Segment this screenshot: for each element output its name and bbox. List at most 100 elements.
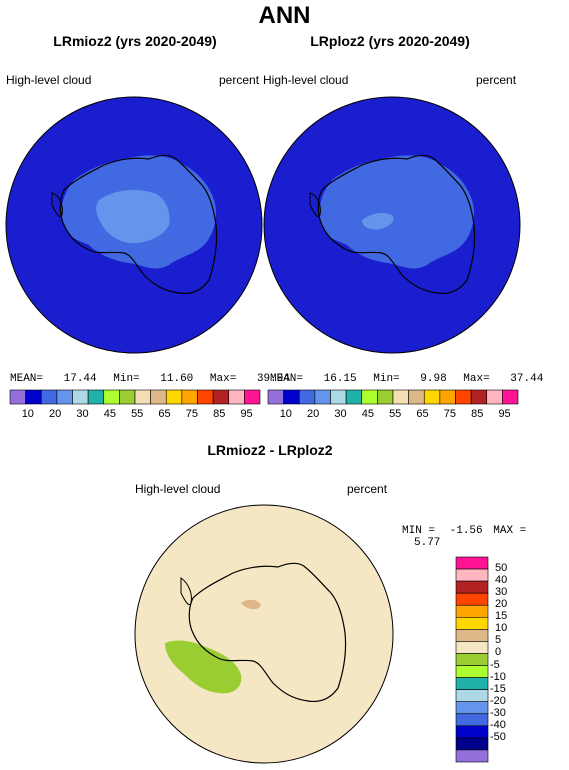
- colorbar-tick-label: 95: [240, 408, 253, 420]
- left-max-label: Max=: [209, 373, 237, 385]
- diff-colorbar-ticks: 50 40 30 20 15 10 5 0 -5 -10 -15 -20 -30 -40 -50: [490, 557, 535, 762]
- right-max-label: Max=: [463, 373, 490, 385]
- colorbar-tick-label: 75: [185, 408, 198, 420]
- colorbar-tick-label: 15: [495, 610, 508, 623]
- colorbar-tick-label: 85: [471, 408, 484, 420]
- colorbar-swatch: [455, 725, 489, 739]
- colorbar-tick-label: 5: [495, 634, 502, 647]
- colorbar-tick-label: 30: [495, 586, 508, 599]
- colorbar-swatch: [212, 389, 230, 405]
- colorbar-swatch: [283, 389, 300, 405]
- colorbar-swatch: [486, 389, 503, 405]
- right-colorbar: [267, 389, 519, 405]
- colorbar-swatch: [455, 713, 489, 727]
- colorbar-swatch: [455, 665, 489, 678]
- left-min-value: 11.60: [160, 373, 194, 385]
- colorbar-tick-label: 10: [21, 408, 34, 420]
- colorbar-tick-label: 10: [279, 408, 292, 420]
- colorbar-swatch: [377, 389, 394, 405]
- colorbar-swatch: [244, 389, 261, 405]
- diff-variable-label: High-level cloud: [135, 482, 221, 496]
- figure-title: ANN: [258, 2, 311, 29]
- colorbar-swatch: [455, 616, 489, 630]
- colorbar-swatch: [87, 389, 105, 405]
- colorbar-swatch: [119, 389, 136, 405]
- colorbar-tick-label: 65: [158, 408, 171, 420]
- colorbar-swatch: [502, 389, 519, 405]
- diff-max-label: MAX =: [493, 525, 527, 537]
- colorbar-swatch: [330, 389, 347, 405]
- right-polar-map: [263, 96, 521, 354]
- colorbar-swatch: [9, 389, 26, 405]
- diff-min-label: MIN =: [402, 525, 436, 537]
- colorbar-tick-label: 20: [495, 598, 508, 611]
- colorbar-tick-label: 85: [213, 408, 226, 420]
- colorbar-tick-label: 20: [49, 408, 62, 420]
- colorbar-tick-label: -50: [490, 730, 506, 743]
- colorbar-swatch: [455, 592, 489, 606]
- colorbar-swatch: [423, 389, 441, 405]
- colorbar-tick-label: -40: [490, 718, 506, 731]
- colorbar-tick-label: -15: [490, 682, 506, 695]
- left-max-value: 39.94: [256, 373, 290, 385]
- left-stats: MEAN= 17.44 Min= 11.60 Max= 39.94: [10, 373, 290, 385]
- diff-units-label: percent: [347, 482, 388, 496]
- colorbar-swatch: [181, 389, 198, 405]
- colorbar-swatch: [314, 389, 331, 405]
- colorbar-swatch: [439, 389, 456, 405]
- colorbar-swatch: [455, 737, 489, 751]
- colorbar-tick-label: -10: [490, 670, 506, 683]
- right-variable-label: High-level cloud: [263, 73, 349, 87]
- right-units-label: percent: [476, 73, 517, 87]
- right-min-value: 9.98: [420, 373, 447, 385]
- colorbar-tick-label: -5: [490, 658, 500, 671]
- colorbar-tick-label: 75: [443, 408, 456, 420]
- diff-panel-title: LRmioz2 - LRploz2: [207, 442, 333, 458]
- colorbar-swatch: [267, 389, 284, 405]
- colorbar-swatch: [197, 389, 214, 405]
- colorbar-tick-label: 50: [495, 562, 508, 575]
- diff-max-value: 5.77: [414, 537, 441, 549]
- colorbar-swatch: [392, 389, 409, 405]
- colorbar-swatch: [345, 389, 363, 405]
- colorbar-tick-label: 55: [389, 408, 402, 420]
- colorbar-tick-label: 0: [495, 646, 502, 659]
- colorbar-tick-label: 45: [361, 408, 374, 420]
- right-colorbar-ticks: 10 20 30 45 55 65 75 85 95: [268, 408, 518, 422]
- colorbar-swatch: [298, 389, 316, 405]
- left-polar-map: [5, 96, 263, 354]
- colorbar-swatch: [150, 389, 167, 405]
- colorbar-swatch: [455, 701, 489, 715]
- colorbar-swatch: [455, 629, 489, 642]
- left-variable-label: High-level cloud: [6, 73, 92, 87]
- right-panel-title: LRploz2 (yrs 2020-2049): [310, 33, 470, 49]
- colorbar-swatch: [361, 389, 378, 405]
- colorbar-tick-label: 10: [495, 622, 508, 635]
- right-min-label: Min=: [373, 373, 400, 385]
- colorbar-tick-label: 30: [76, 408, 89, 420]
- diff-min-value: -1.56: [449, 525, 483, 537]
- diff-polar-map: [134, 504, 394, 764]
- left-colorbar: [9, 389, 261, 405]
- left-mean-label: MEAN=: [10, 373, 44, 385]
- left-colorbar-ticks: 10 20 30 45 55 65 75 85 95: [10, 408, 260, 422]
- left-units-label: percent: [219, 73, 260, 87]
- colorbar-tick-label: 20: [307, 408, 320, 420]
- colorbar-swatch: [103, 389, 120, 405]
- colorbar-swatch: [56, 389, 73, 405]
- colorbar-tick-label: -30: [490, 706, 506, 719]
- colorbar-swatch: [134, 389, 151, 405]
- colorbar-swatch: [455, 389, 472, 405]
- colorbar-swatch: [40, 389, 58, 405]
- colorbar-swatch: [72, 389, 89, 405]
- colorbar-swatch: [25, 389, 42, 405]
- left-panel-title: LRmioz2 (yrs 2020-2049): [53, 33, 217, 49]
- colorbar-tick-label: 55: [131, 408, 144, 420]
- colorbar-tick-label: -20: [490, 694, 506, 707]
- colorbar-tick-label: 95: [498, 408, 511, 420]
- colorbar-tick-label: 65: [416, 408, 429, 420]
- colorbar-swatch: [455, 653, 489, 666]
- colorbar-swatch: [455, 556, 489, 570]
- diff-stats: MIN = -1.56 MAX = 5.77: [402, 525, 569, 549]
- colorbar-swatch: [470, 389, 488, 405]
